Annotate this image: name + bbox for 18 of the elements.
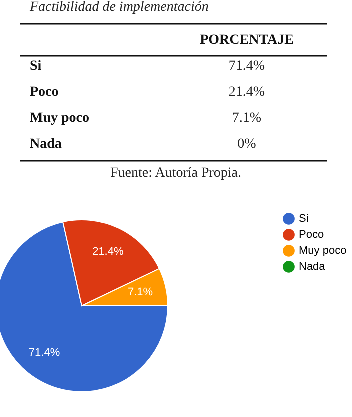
text: 71.4% <box>228 59 266 74</box>
category-label: Nada <box>30 137 62 152</box>
legend-label: Nada <box>299 261 326 273</box>
legend-title: PORCENTAJE <box>200 33 294 48</box>
category-label: Poco <box>30 85 59 100</box>
text: 21.4% <box>228 85 266 100</box>
category-label: Muy poco <box>30 111 90 126</box>
category-label: Si <box>30 59 42 74</box>
source-note: Fuente: Autoría Propia. <box>110 166 242 181</box>
legend-label: Poco <box>299 229 324 241</box>
text: 0% <box>238 137 256 152</box>
chart-title: Factibilidad de implementación <box>29 0 209 15</box>
text: 7.1% <box>232 111 262 126</box>
data-label: 21.4% <box>92 246 124 258</box>
data-label: 7.1% <box>128 286 154 299</box>
legend-label: Si <box>299 213 309 225</box>
data-label: 71.4% <box>28 346 60 359</box>
legend-label: Muy poco <box>299 245 347 257</box>
